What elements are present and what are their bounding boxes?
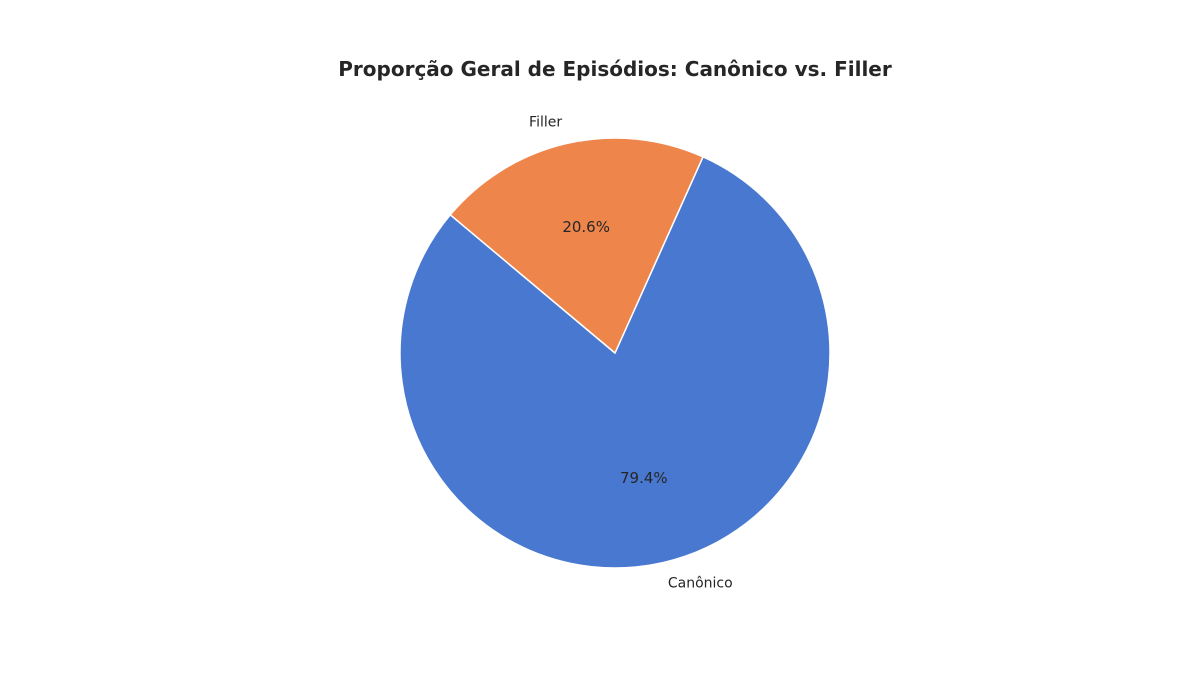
pie-labels: Canônico 79.4% Filler 20.6% bbox=[529, 114, 733, 591]
pct-label-canonico: 79.4% bbox=[620, 469, 668, 487]
chart-title: Proporção Geral de Episódios: Canônico v… bbox=[338, 57, 892, 81]
pie-slices bbox=[399, 137, 831, 569]
pie-slice-canonico bbox=[399, 156, 831, 569]
slice-label-filler: Filler bbox=[529, 114, 562, 130]
pct-label-filler: 20.6% bbox=[562, 218, 610, 236]
slice-label-canonico: Canônico bbox=[668, 576, 733, 592]
pie-slice-filler bbox=[449, 137, 704, 354]
